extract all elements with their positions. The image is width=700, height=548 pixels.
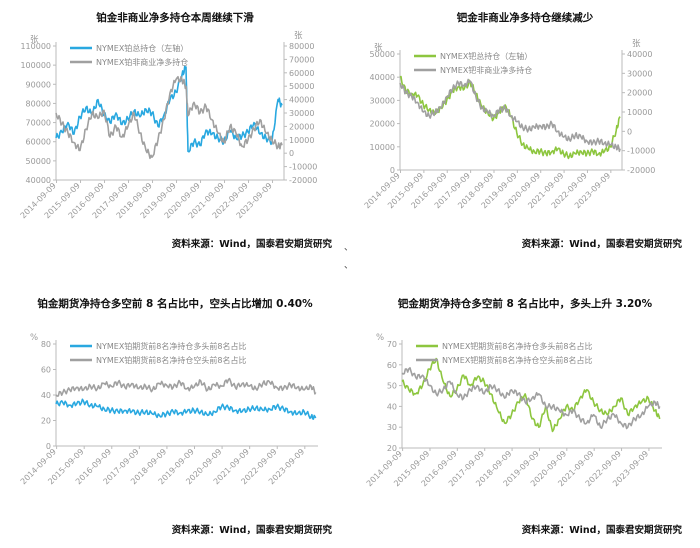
chart-source: 资料来源：Wind，国泰君安期货研究 (521, 525, 682, 536)
y-tick-label-right: 30000 (627, 69, 652, 78)
y-tick-label-right: -10000 (627, 147, 655, 156)
legend-label: NYMEX铂期货前8名净持仓多头前8名占比 (96, 341, 247, 351)
y-tick-label-left: 60000 (26, 138, 51, 147)
y-tick-label-left: 80000 (26, 99, 51, 108)
legend-label: NYMEX铂非商业净多持仓 (96, 57, 188, 67)
y-tick-label-left: 20000 (370, 120, 395, 129)
y-tick-label-left: 60 (387, 361, 397, 370)
chart-title: 钯金期货净持仓多空前 8 名占比中，多头上升 3.20% (397, 298, 653, 310)
y-tick-label-left: 110000 (20, 42, 51, 51)
y-tick-label-left: 50000 (370, 50, 395, 59)
y-axis-unit-left: 张 (374, 43, 383, 53)
y-tick-label-left: 30 (387, 423, 397, 432)
legend-label: NYMEX钯非商业净多持仓 (440, 65, 532, 75)
y-tick-label-left: 20 (41, 417, 51, 426)
y-tick-label-right: 80000 (289, 42, 314, 51)
chart-title: 钯金非商业净多持仓继续减少 (456, 12, 594, 24)
y-tick-label-right: 70000 (289, 55, 314, 64)
y-tick-label-left: 100000 (20, 61, 51, 70)
y-tick-label-right: 20000 (289, 122, 314, 131)
chart-panel-palladium-top8: 钯金期货净持仓多空前 8 名占比中，多头上升 3.20% % 20 30 40 50 60… (350, 286, 700, 548)
series-line (55, 65, 283, 153)
y-tick-label-right: -20000 (627, 166, 655, 175)
chart-palladium-positions: 张01000020000300004000050000张-20000-10000… (363, 39, 656, 210)
y-tick-label-right: 40000 (627, 50, 652, 59)
y-tick-label-left: 30000 (370, 96, 395, 105)
y-tick-label-right: 0 (627, 127, 632, 136)
series-line (399, 78, 621, 153)
y-axis-unit-right: 张 (632, 39, 641, 49)
legend-label: NYMEX钯总持仓（左轴） (440, 51, 532, 61)
y-tick-label-right: 20000 (627, 89, 652, 98)
series-line (401, 367, 661, 430)
y-tick-label-left: 60 (41, 366, 51, 375)
series-line (401, 357, 661, 433)
legend-label: NYMEX钯期货前8名净持仓多头前8名占比 (442, 341, 593, 351)
y-tick-label-left: 40 (41, 391, 51, 400)
y-axis-unit-left: 张 (30, 35, 39, 45)
y-tick-label-left: 50000 (26, 157, 51, 166)
y-tick-label-right: 60000 (289, 69, 314, 78)
series-line (399, 75, 621, 160)
y-tick-label-left: 70 (387, 340, 397, 349)
chart-source: 资料来源：Wind，国泰君安期货研究 (521, 239, 682, 250)
y-tick-label-right: 40000 (289, 96, 314, 105)
y-axis-unit-left: % (376, 333, 384, 343)
chart-source: 资料来源：Wind，国泰君安期货研究 (171, 525, 332, 536)
y-tick-label-right: 10000 (289, 136, 314, 145)
stray-mark: 、 (344, 261, 354, 271)
chart-panel-platinum-positions: 铂金非商业净多持仓本周继续下滑 张 40000 50000 60000 70000 800… (0, 0, 350, 255)
legend-label: NYMEX钯期货前8名净持仓空头前8名占比 (442, 355, 593, 365)
series-line (55, 398, 317, 420)
y-tick-label-right: 10000 (627, 108, 652, 117)
y-tick-label-left: 0 (46, 442, 51, 451)
y-tick-label-left: 70000 (26, 119, 51, 128)
y-tick-label-left: 40000 (370, 73, 395, 82)
y-tick-label-left: 80 (41, 340, 51, 349)
y-tick-label-left: 20 (387, 444, 397, 453)
chart-title: 铂金非商业净多持仓本周继续下滑 (96, 12, 254, 24)
y-tick-label-left: 40 (387, 402, 397, 411)
chart-panel-palladium-positions: 钯金非商业净多持仓继续减少 张 0 10000 20000 30000 40000 5000… (350, 0, 700, 255)
chart-panel-platinum-top8: 铂金期货净持仓多空前 8 名占比中，空头占比增加 0.40% % 0 20 40 60 8… (0, 286, 350, 548)
chart-palladium-top8: %2030405060702014-09-092015-09-092016-09… (365, 333, 662, 488)
series-line (55, 75, 283, 160)
y-axis-unit-left: % (30, 333, 38, 343)
y-tick-label-right: 50000 (289, 82, 314, 91)
chart-platinum-positions: 张400005000060000700008000090000100000110… (19, 31, 318, 220)
chart-source: 资料来源：Wind，国泰君安期货研究 (171, 239, 332, 250)
y-axis-unit-right: 张 (294, 31, 303, 41)
y-tick-label-left: 0 (390, 166, 395, 175)
stray-mark: 、 (344, 243, 354, 253)
y-tick-label-right: -20000 (289, 176, 317, 185)
y-tick-label-left: 90000 (26, 80, 51, 89)
chart-title: 铂金期货净持仓多空前 8 名占比中，空头占比增加 0.40% (37, 298, 313, 310)
y-tick-label-right: 0 (289, 149, 294, 158)
y-tick-label-right: 30000 (289, 109, 314, 118)
y-tick-label-left: 10000 (370, 143, 395, 152)
series-line (55, 377, 317, 397)
y-tick-label-right: -10000 (289, 163, 317, 172)
legend-label: NYMEX铂期货前8名净持仓空头前8名占比 (96, 355, 247, 365)
legend-label: NYMEX铂总持仓（左轴） (96, 43, 188, 53)
chart-platinum-top8: %0204060802014-09-092015-09-092016-09-09… (19, 333, 318, 486)
y-tick-label-left: 50 (387, 382, 397, 391)
y-tick-label-left: 40000 (26, 176, 51, 185)
